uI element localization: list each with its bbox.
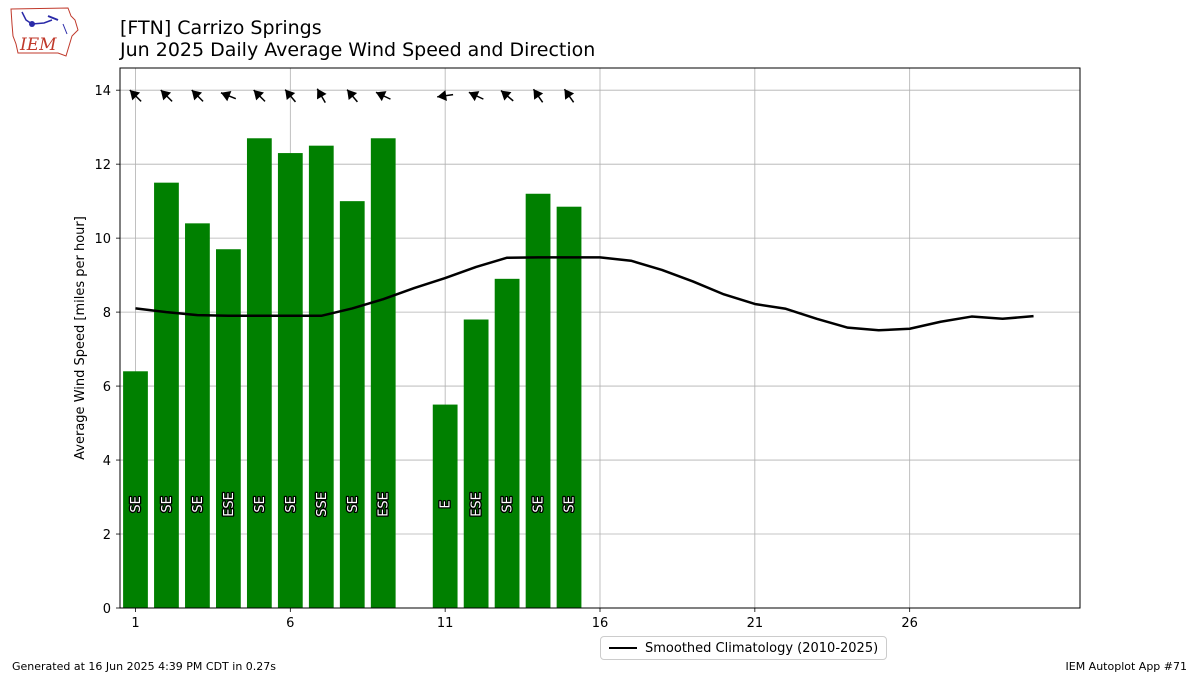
arrow-head (564, 89, 575, 100)
direction-label: SE (532, 496, 547, 512)
direction-arrow (316, 88, 327, 104)
direction-arrow (437, 90, 454, 102)
arrow-head (285, 89, 296, 101)
arrow-head (347, 89, 358, 101)
arrow-head (533, 89, 544, 100)
x-tick-label: 6 (286, 616, 294, 631)
arrow-head (220, 91, 232, 102)
bar (339, 201, 365, 608)
arrow-head (160, 90, 172, 101)
arrow-head (129, 90, 141, 101)
x-tick-label: 11 (437, 616, 454, 631)
direction-arrow (284, 89, 297, 103)
direction-label: SSE (315, 492, 330, 517)
direction-arrow (500, 90, 514, 102)
svg-text:IEM: IEM (19, 35, 57, 55)
direction-arrow (346, 89, 358, 103)
y-axis-label: Average Wind Speed [miles per hour] (73, 216, 88, 460)
bar (525, 193, 551, 608)
y-tick-label: 0 (103, 602, 111, 617)
chart-subtitle: Jun 2025 Daily Average Wind Speed and Di… (120, 39, 596, 61)
bar (277, 153, 303, 609)
arrow-head (468, 91, 480, 102)
generated-timestamp: Generated at 16 Jun 2025 4:39 PM CDT in … (12, 660, 277, 673)
direction-label: SE (191, 496, 206, 512)
direction-label: ESE (470, 492, 485, 517)
direction-label: SE (563, 496, 578, 512)
direction-arrow (375, 91, 391, 102)
bar (123, 371, 148, 608)
direction-label: E (439, 500, 454, 508)
y-tick-label: 2 (103, 528, 111, 543)
direction-label: SE (253, 496, 268, 512)
iem-logo-icon: IEM (10, 7, 79, 57)
direction-arrow (253, 89, 266, 102)
x-tick-label: 16 (592, 616, 609, 631)
bar-series (123, 138, 582, 609)
direction-arrows (129, 88, 575, 104)
direction-label: SE (501, 496, 516, 512)
direction-label: SE (346, 496, 361, 512)
arrow-head (191, 90, 203, 101)
direction-label: ESE (377, 492, 392, 517)
bar (370, 138, 396, 608)
arrow-head (375, 91, 387, 102)
y-tick-label: 10 (94, 232, 111, 247)
bar (556, 206, 582, 609)
direction-arrow (468, 91, 484, 102)
bar (185, 223, 210, 608)
direction-arrow (220, 91, 237, 102)
direction-label: SE (160, 496, 175, 512)
direction-arrow (563, 88, 575, 103)
x-tick-label: 21 (747, 616, 764, 631)
direction-label: SE (129, 496, 144, 512)
climatology-line (135, 256, 1034, 332)
bar (494, 278, 520, 608)
y-tick-label: 14 (94, 84, 111, 99)
direction-arrow (191, 89, 204, 102)
bar (463, 319, 489, 608)
y-tick-label: 8 (103, 306, 111, 321)
arrow-head (253, 90, 264, 101)
bar (246, 138, 272, 608)
direction-label: ESE (222, 492, 237, 517)
arrow-head (500, 90, 512, 101)
y-tick-label: 4 (103, 454, 111, 469)
direction-labels: SE SE SE ESE SE SE SSE SE ESE E ESE SE SE SE (128, 491, 579, 518)
legend: Smoothed Climatology (2010-2025) (600, 636, 888, 660)
x-tick-label: 1 (131, 616, 139, 631)
direction-arrow (129, 89, 142, 102)
x-tick-label: 26 (901, 616, 918, 631)
bar (216, 249, 241, 608)
arrow-head (317, 88, 327, 100)
bar (432, 404, 458, 608)
climatology-series (135, 256, 1034, 332)
arrow-head (437, 90, 447, 102)
app-credit: IEM Autoplot App #71 (1065, 660, 1188, 673)
legend-line-swatch (609, 647, 637, 649)
legend-label: Smoothed Climatology (2010-2025) (645, 640, 879, 656)
bar (154, 182, 179, 608)
bar (308, 145, 334, 608)
direction-arrow (532, 88, 544, 103)
y-tick-label: 12 (94, 158, 111, 173)
direction-arrow (160, 89, 173, 102)
direction-label: SE (284, 496, 299, 512)
y-tick-label: 6 (103, 380, 111, 395)
chart-title: [FTN] Carrizo Springs (120, 17, 322, 39)
